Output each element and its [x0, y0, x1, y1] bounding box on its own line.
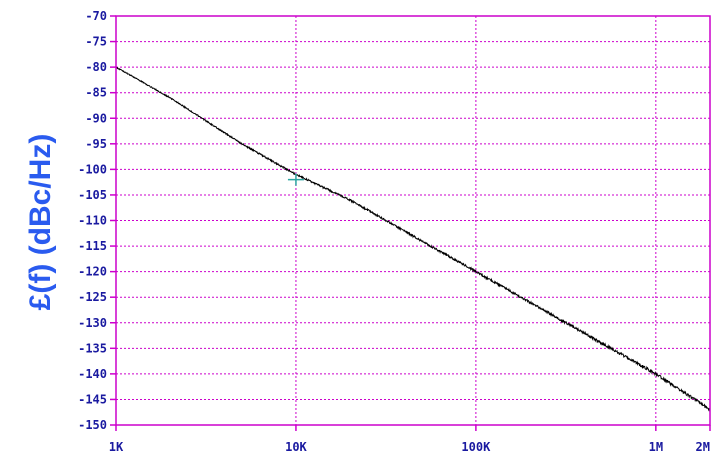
plot-grid [116, 16, 710, 425]
y-tick-label: -130 [78, 316, 107, 330]
y-tick-label: -95 [85, 137, 107, 151]
marker-layer [287, 173, 304, 186]
y-tick-label: -145 [78, 392, 107, 406]
x-tick-label: 2M [696, 440, 710, 454]
axis-ticks: -70 -75 -80 -85 -90 -95 -100 -105 -110 -115 -120 -1… [78, 9, 711, 454]
y-tick-label: -70 [85, 9, 107, 23]
y-tick-label: -105 [78, 188, 107, 202]
y-tick-label: -100 [78, 162, 107, 176]
x-tick-label: 1M [649, 440, 663, 454]
y-tick-label: -75 [85, 35, 107, 49]
plot-frame [115, 15, 711, 426]
y-tick-label: -120 [78, 265, 107, 279]
y-tick-label: -125 [78, 290, 107, 304]
y-tick-label: -140 [78, 367, 107, 381]
y-axis-label: £(f) (dBc/Hz) [24, 134, 57, 311]
y-tick-label: -80 [85, 60, 107, 74]
y-tick-label: -115 [78, 239, 107, 253]
y-tick-label: -135 [78, 341, 107, 355]
y-tick-label: -90 [85, 111, 107, 125]
trace-line [115, 66, 711, 413]
y-tick-label: -85 [85, 86, 107, 100]
data-trace [115, 66, 711, 413]
x-tick-label: 1K [109, 440, 124, 454]
y-tick-label: -110 [78, 214, 107, 228]
y-tick-label: -150 [78, 418, 107, 432]
x-tick-label: 10K [285, 440, 307, 454]
x-tick-label: 100K [461, 440, 491, 454]
